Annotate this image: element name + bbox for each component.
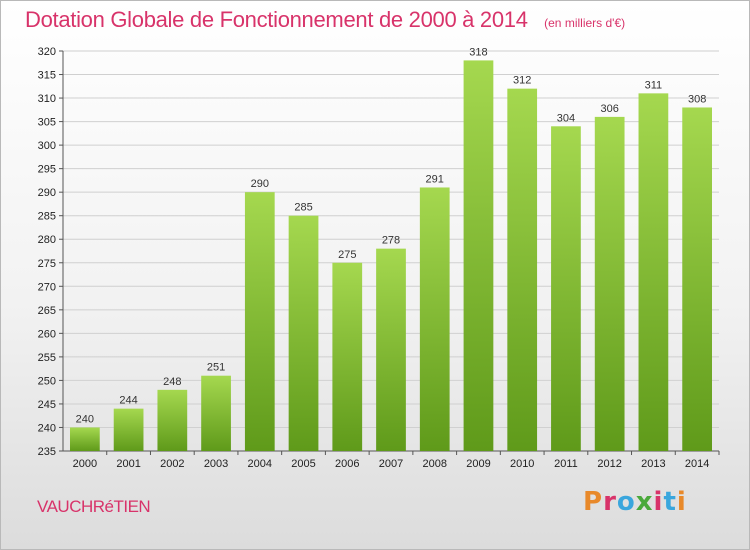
bar-2006 — [332, 262, 363, 451]
bar-2010 — [507, 88, 538, 451]
title-row: Dotation Globale de Fonctionnement de 20… — [25, 7, 625, 33]
data-label-2011: 304 — [557, 112, 575, 124]
bar-2012 — [594, 116, 625, 451]
x-tick-label-2006: 2006 — [335, 458, 359, 470]
y-tick-label: 250 — [38, 375, 56, 387]
x-tick-label-2000: 2000 — [73, 458, 97, 470]
logo-letter: i — [653, 487, 664, 517]
y-tick-label: 265 — [38, 305, 56, 317]
x-tick-label-2013: 2013 — [641, 458, 665, 470]
y-tick-label: 245 — [38, 399, 56, 411]
y-tick-label: 300 — [38, 140, 56, 152]
data-label-2010: 312 — [513, 75, 531, 87]
data-label-2014: 308 — [688, 93, 706, 105]
bar-2009 — [463, 60, 494, 451]
chart-unit: (en milliers d'€) — [544, 16, 626, 30]
bar-2008 — [419, 187, 450, 451]
data-label-2012: 306 — [600, 103, 618, 115]
logo-letter: x — [635, 487, 654, 517]
logo-letter: o — [616, 487, 636, 517]
y-tick-label: 235 — [38, 446, 56, 458]
y-tick-label: 320 — [38, 46, 56, 58]
data-label-2007: 278 — [382, 235, 400, 247]
y-tick-label: 260 — [38, 328, 56, 340]
logo-letter: r — [603, 487, 617, 517]
data-label-2013: 311 — [645, 79, 663, 91]
data-label-2006: 275 — [338, 249, 356, 261]
proxiti-logo: Proxiti — [583, 487, 687, 517]
data-label-2008: 291 — [426, 173, 444, 185]
logo-letter: i — [676, 487, 687, 517]
x-tick-label-2001: 2001 — [116, 458, 140, 470]
y-tick-label: 285 — [38, 211, 56, 223]
x-tick-label-2011: 2011 — [554, 458, 578, 470]
x-tick-label-2005: 2005 — [291, 458, 315, 470]
bar-2001 — [113, 408, 144, 451]
bar-2014 — [682, 107, 713, 452]
data-label-2003: 251 — [207, 362, 225, 374]
x-tick-label-2007: 2007 — [379, 458, 403, 470]
y-tick-label: 280 — [38, 234, 56, 246]
data-label-2004: 290 — [251, 178, 269, 190]
bar-2002 — [157, 389, 188, 451]
logo-letter: t — [663, 487, 677, 517]
bars — [69, 60, 713, 452]
data-label-2002: 248 — [163, 376, 181, 388]
bar-2005 — [288, 215, 319, 451]
labels: 235 240 245 250 255 260 265 270 275 280 285 290 295 3… — [38, 46, 710, 470]
x-tick-label-2014: 2014 — [685, 458, 709, 470]
data-label-2001: 244 — [119, 395, 137, 407]
x-tick-label-2010: 2010 — [510, 458, 534, 470]
data-label-2005: 285 — [294, 202, 312, 214]
chart-title: Dotation Globale de Fonctionnement de 20… — [25, 7, 528, 32]
bar-2004 — [244, 192, 275, 452]
x-tick-label-2002: 2002 — [160, 458, 184, 470]
y-tick-label: 315 — [38, 70, 56, 82]
bar-2011 — [551, 126, 581, 451]
y-tick-label: 295 — [38, 164, 56, 176]
logo-letter: P — [583, 487, 604, 517]
y-tick-label: 255 — [38, 352, 56, 364]
y-tick-label: 270 — [38, 281, 56, 293]
y-tick-label: 290 — [38, 187, 56, 199]
y-tick-label: 310 — [38, 93, 56, 105]
bar-2013 — [638, 93, 669, 452]
x-tick-label-2004: 2004 — [248, 458, 272, 470]
data-label-2000: 240 — [76, 413, 94, 425]
y-tick-label: 275 — [38, 258, 56, 270]
y-tick-label: 240 — [38, 422, 56, 434]
place-name: VAUCHRéTIEN — [37, 497, 151, 516]
x-tick-label-2003: 2003 — [204, 458, 228, 470]
data-label-2009: 318 — [469, 46, 487, 58]
bar-2007 — [376, 248, 406, 451]
y-tick-label: 305 — [38, 117, 56, 129]
x-tick-label-2009: 2009 — [466, 458, 490, 470]
bar-2000 — [69, 427, 100, 451]
bar-2003 — [201, 375, 231, 451]
x-tick-label-2008: 2008 — [422, 458, 446, 470]
x-tick-label-2012: 2012 — [597, 458, 621, 470]
